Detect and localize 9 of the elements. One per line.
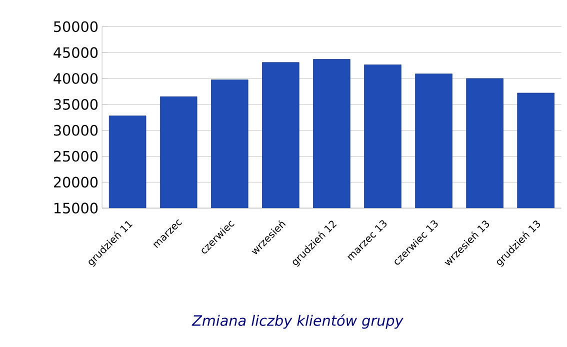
y-tick-label: 15000 <box>54 202 98 214</box>
y-tick-label: 40000 <box>54 73 98 84</box>
y-tick-label: 30000 <box>54 124 98 136</box>
y-tick-label: 20000 <box>54 176 98 188</box>
y-tick-label: 35000 <box>54 98 98 110</box>
text: Zmiana liczby klientów grupy <box>192 314 404 329</box>
y-tick-label: 25000 <box>54 150 98 162</box>
y-tick-label: 45000 <box>54 47 98 58</box>
y-tick-label: 50000 <box>54 21 98 32</box>
